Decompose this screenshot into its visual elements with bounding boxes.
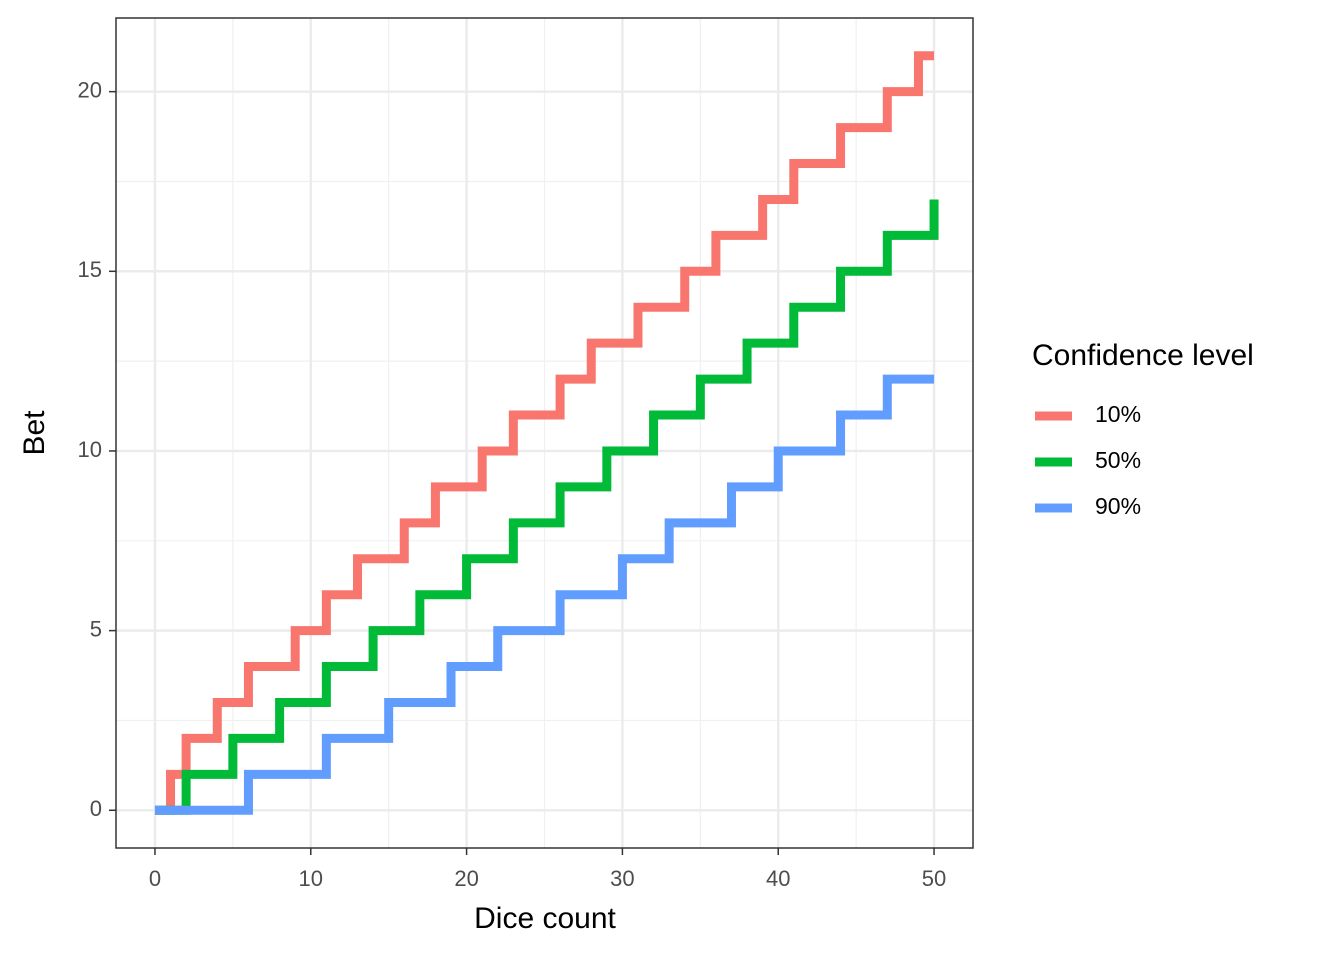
x-tick-label: 20 <box>454 866 478 891</box>
y-tick-label: 10 <box>78 437 102 462</box>
legend-label: 50% <box>1095 447 1141 473</box>
y-axis-title: Bet <box>18 410 51 456</box>
legend-label: 10% <box>1095 401 1141 427</box>
y-tick-label: 0 <box>90 796 102 821</box>
legend-label: 90% <box>1095 493 1141 519</box>
y-tick-label: 15 <box>78 257 102 282</box>
step-line <box>154 199 939 815</box>
x-tick-label: 40 <box>766 866 790 891</box>
y-tick-label: 20 <box>78 77 102 102</box>
x-tick-label: 30 <box>610 866 634 891</box>
y-tick-label: 5 <box>90 616 102 641</box>
x-tick-label: 10 <box>299 866 323 891</box>
x-axis-title: Dice count <box>474 902 616 935</box>
x-tick-label: 0 <box>149 866 161 891</box>
step-line <box>154 374 935 815</box>
plot-border <box>115 17 974 849</box>
x-tick-label: 50 <box>922 866 946 891</box>
legend-title: Confidence level <box>1032 339 1254 372</box>
step-line <box>154 51 935 815</box>
